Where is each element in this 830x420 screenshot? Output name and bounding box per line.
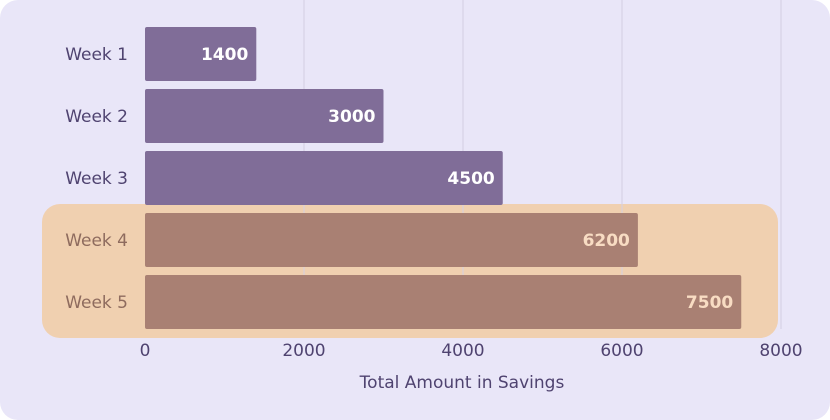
value-label: 4500 — [447, 169, 494, 189]
value-label: 6200 — [583, 231, 630, 251]
bar — [145, 27, 257, 81]
x-tick-label: 0 — [140, 341, 151, 361]
bar — [145, 151, 503, 205]
y-tick-label: Week 5 — [65, 293, 128, 313]
bar — [145, 275, 742, 329]
value-label: 3000 — [328, 107, 375, 127]
value-label: 7500 — [686, 293, 733, 313]
y-tick-label: Week 2 — [65, 107, 128, 127]
x-tick-label: 4000 — [441, 341, 484, 361]
x-axis-label: Total Amount in Savings — [359, 373, 565, 393]
x-tick-label: 8000 — [759, 341, 802, 361]
y-tick-label: Week 4 — [65, 231, 128, 251]
y-tick-label: Week 1 — [65, 45, 128, 65]
x-tick-label: 2000 — [282, 341, 325, 361]
bar — [145, 213, 638, 267]
y-tick-label: Week 3 — [65, 169, 128, 189]
x-tick-label: 6000 — [600, 341, 643, 361]
value-label: 1400 — [201, 45, 248, 65]
bar — [145, 89, 384, 143]
